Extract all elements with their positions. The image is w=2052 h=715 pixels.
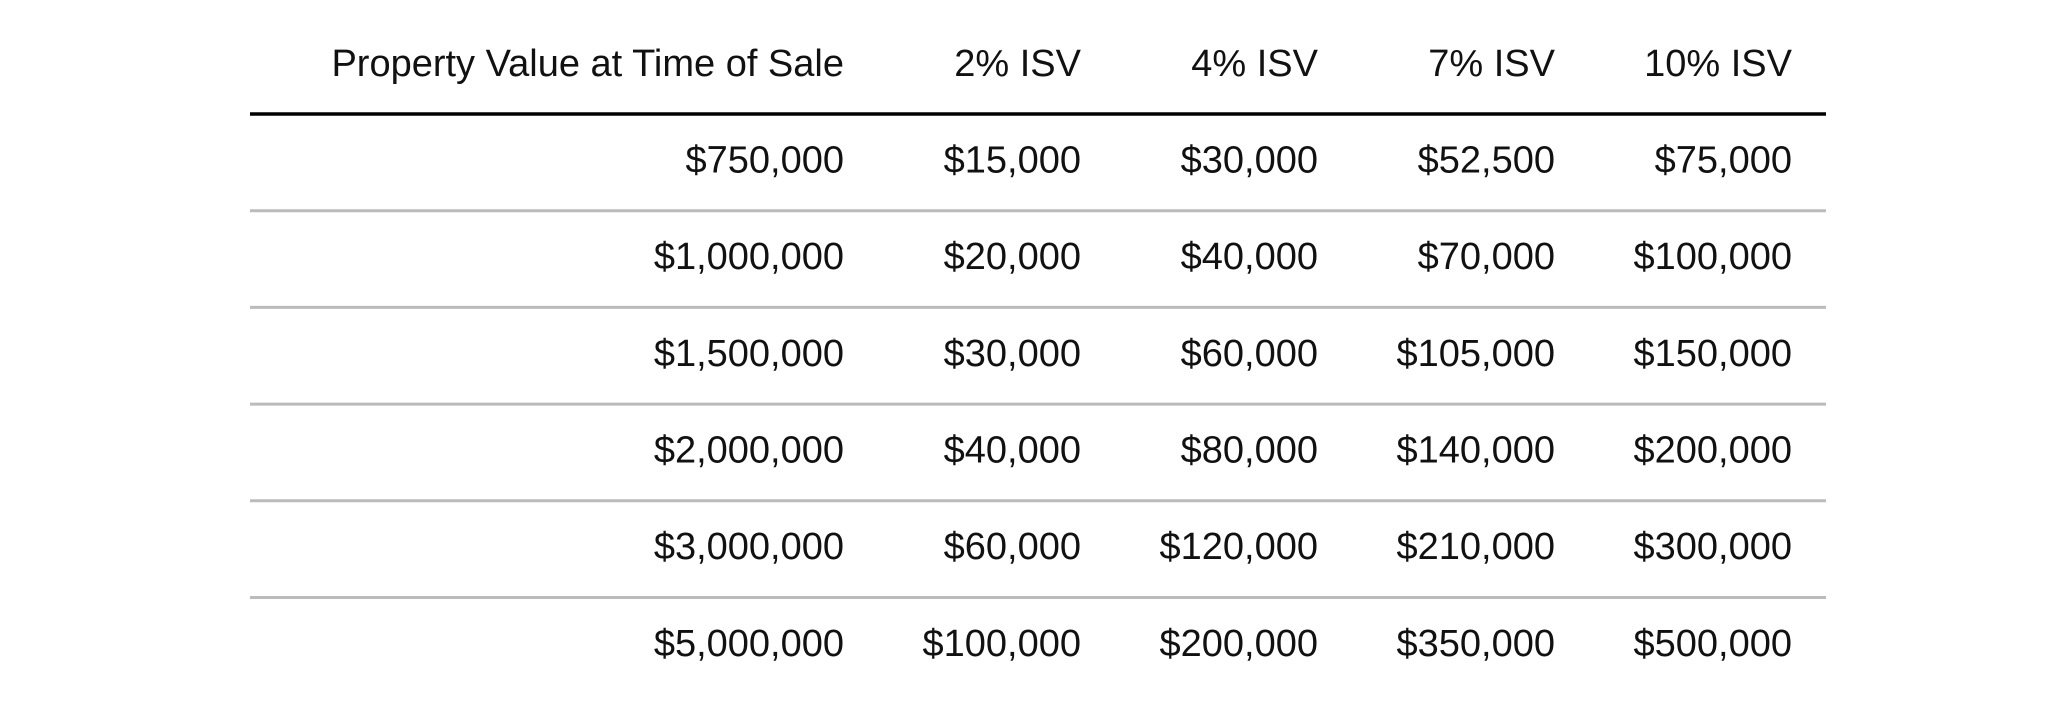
cell: $40,000 [944,429,1081,471]
cell: $350,000 [1397,623,1556,665]
cell: $70,000 [1418,236,1555,278]
cell: $100,000 [1634,236,1793,278]
cell: $60,000 [1181,333,1318,375]
cell: $200,000 [1634,429,1793,471]
cell: $3,000,000 [654,526,844,568]
cell: $52,500 [1418,139,1555,181]
cell: $75,000 [1655,139,1792,181]
cell: $30,000 [1181,139,1318,181]
cell: $40,000 [1181,236,1318,278]
header-cell: 10% ISV [1644,43,1793,85]
cell: $500,000 [1634,623,1793,665]
cell: $100,000 [923,623,1082,665]
header-cell: Property Value at Time of Sale [331,43,844,85]
cell: $200,000 [1160,623,1319,665]
header-cell: 7% ISV [1428,43,1555,85]
cell: $210,000 [1397,526,1556,568]
cell: $15,000 [944,139,1081,181]
cell: $300,000 [1634,526,1793,568]
cell: $60,000 [944,526,1081,568]
header-cell: 2% ISV [954,43,1081,85]
cell: $120,000 [1160,526,1319,568]
cell: $1,000,000 [654,236,844,278]
cell: $140,000 [1397,429,1556,471]
cell: $150,000 [1634,333,1793,375]
cell: $30,000 [944,333,1081,375]
cell: $80,000 [1181,429,1318,471]
cell: $20,000 [944,236,1081,278]
cell: $750,000 [686,139,845,181]
header-cell: 4% ISV [1191,43,1318,85]
cell: $5,000,000 [654,623,844,665]
cell: $1,500,000 [654,333,844,375]
cell: $2,000,000 [654,429,844,471]
cell: $105,000 [1397,333,1556,375]
